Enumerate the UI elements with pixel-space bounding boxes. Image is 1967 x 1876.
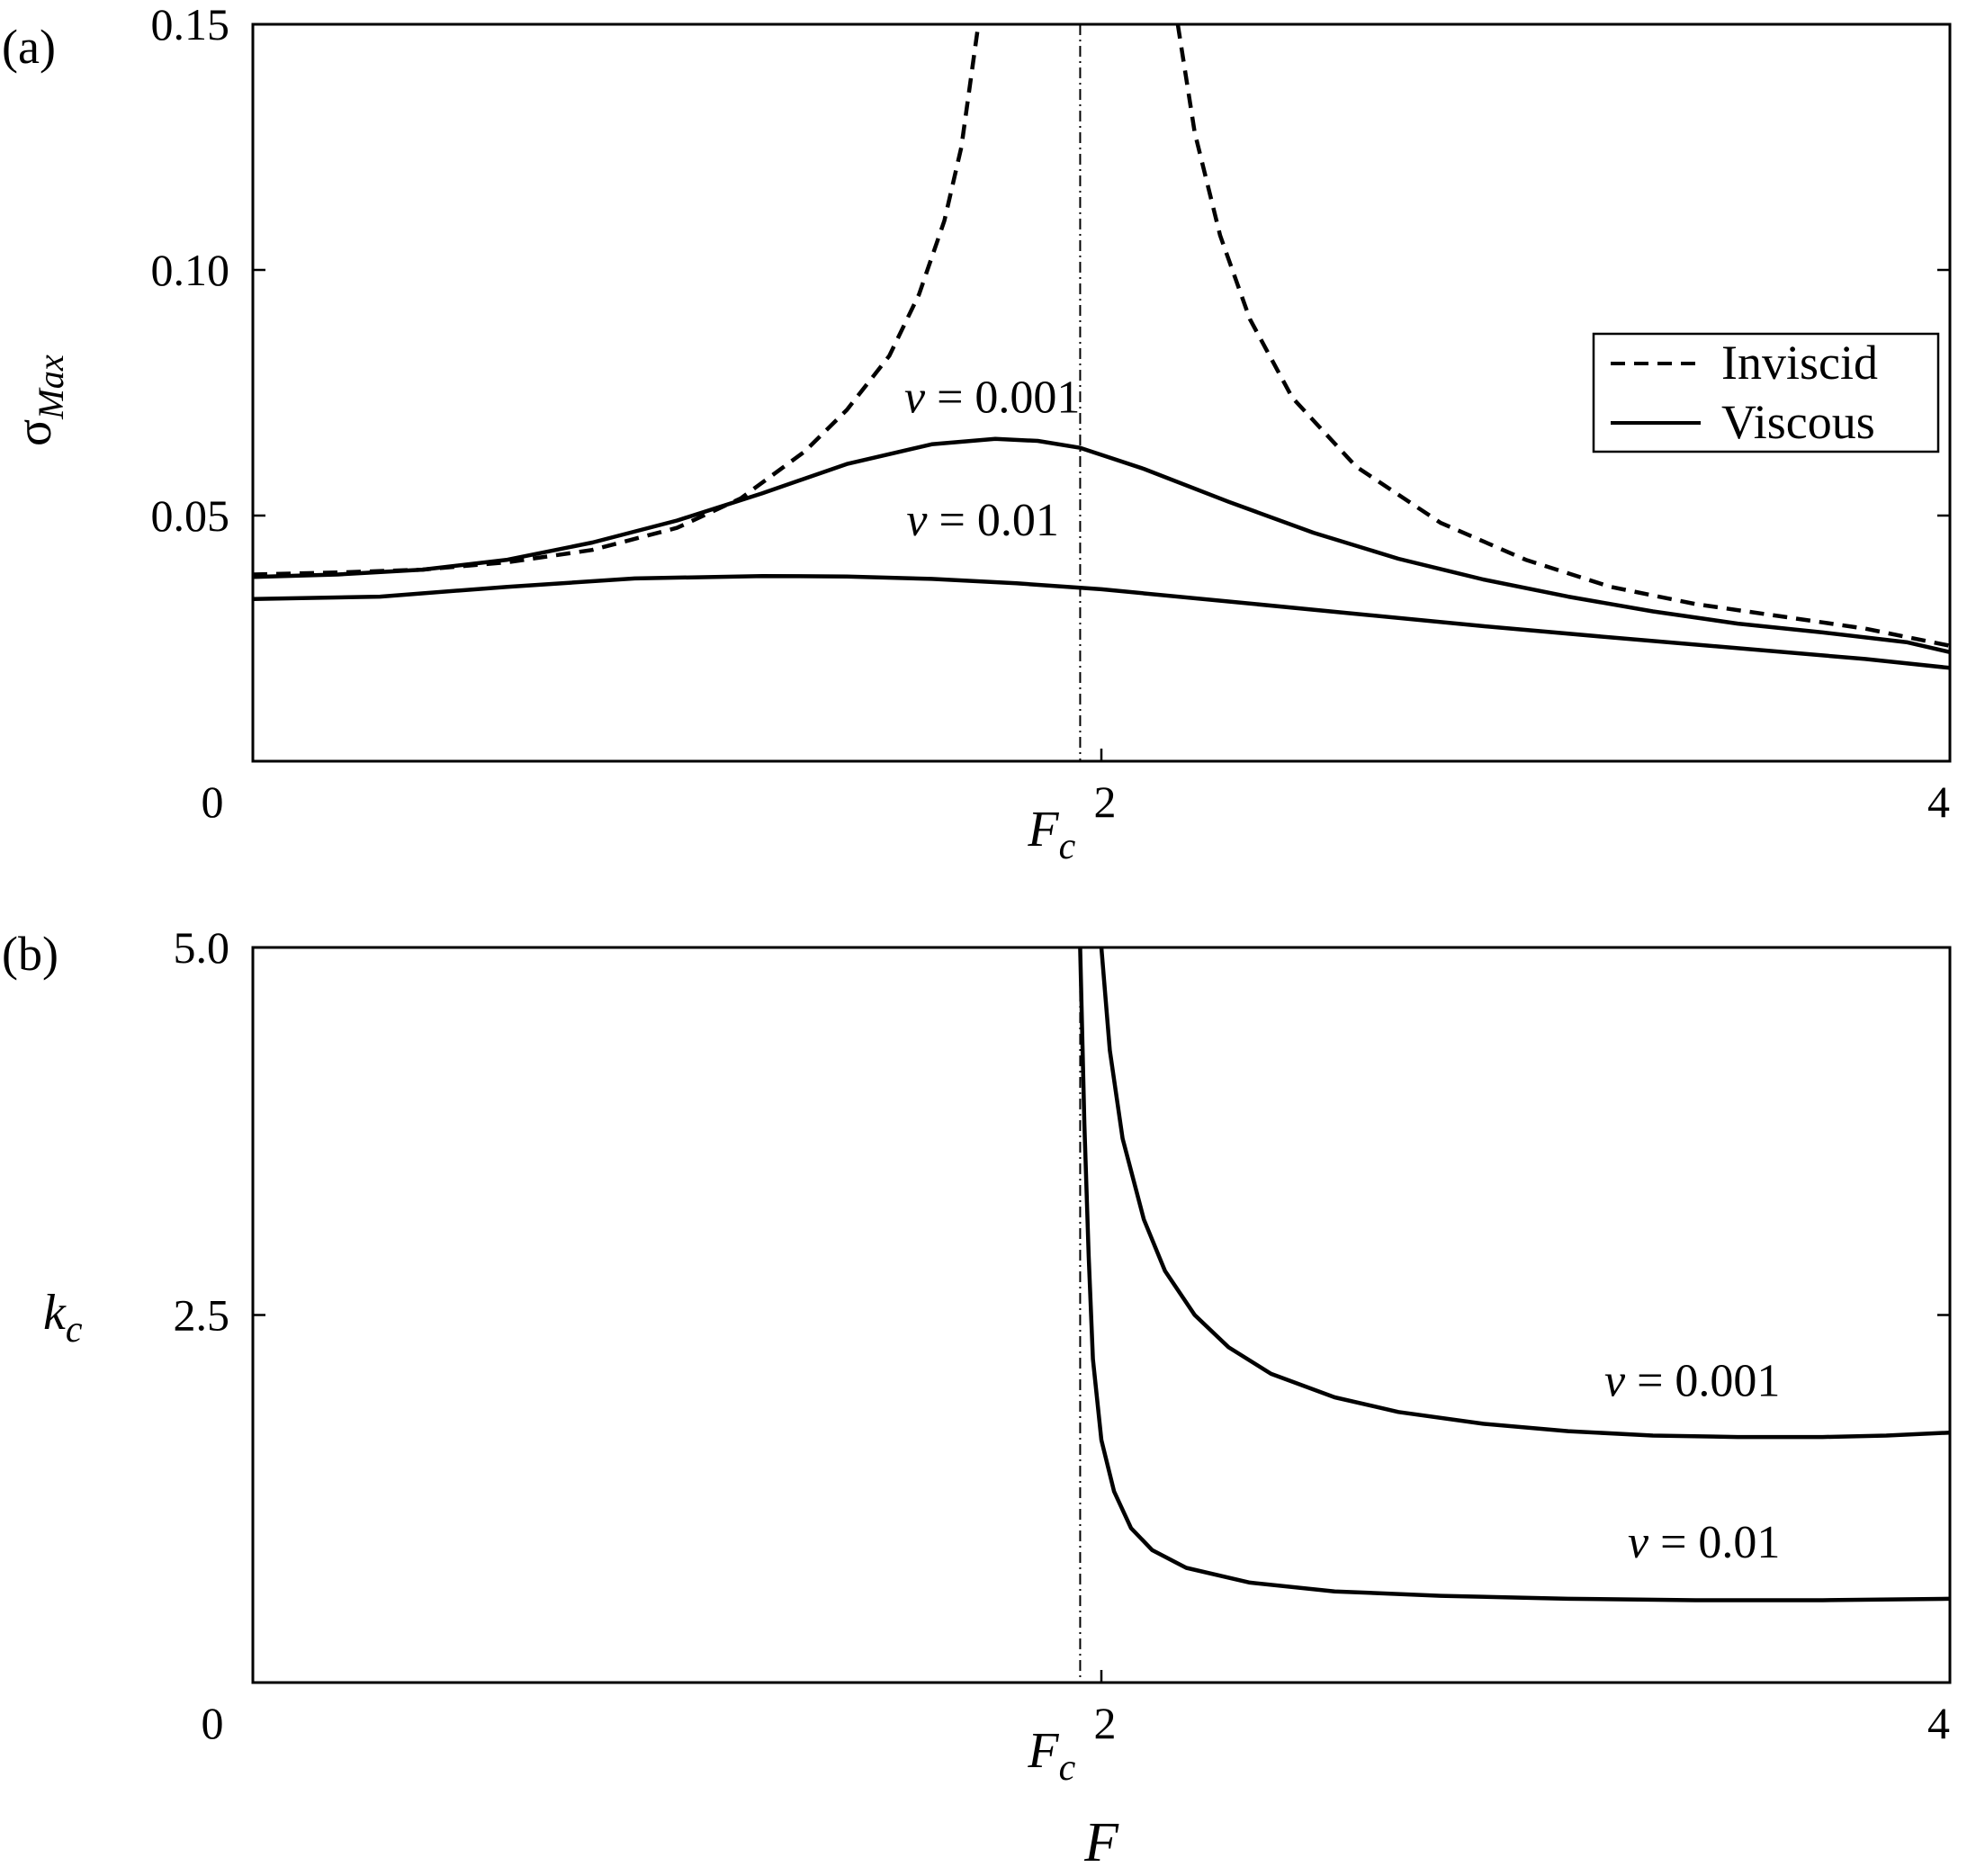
panel-a-fc-label: Fc (1027, 802, 1075, 867)
panel-a-curves (253, 24, 1950, 761)
panel-a-xtick-label: 4 (1927, 776, 1950, 827)
panel-a-ticks: 0.05 0.10 0.15 0 2 4 Fc (151, 0, 1952, 867)
panel-b-fc-label: Fc (1027, 1723, 1075, 1789)
panel-b-ticks: 2.5 5.0 0 2 4 Fc (174, 922, 1952, 1789)
panel-a-ytick-label: 0.05 (151, 490, 230, 541)
panel-b-ytick-label: 5.0 (174, 922, 230, 973)
x-axis-label-F: F (1083, 1812, 1119, 1873)
panel-a-series-0-segment-1 (1175, 24, 1950, 648)
panel-a-label: (a) (2, 20, 56, 74)
panel-b-series-0-segment-0 (1099, 947, 1950, 1440)
panel-b-label: (b) (2, 927, 58, 981)
panel-a-series-0-segment-0 (253, 24, 981, 577)
legend-inviscid-label: Inviscid (1721, 336, 1878, 390)
panel-b-annotations: ν = 0.001 ν = 0.01 (1604, 1355, 1780, 1568)
panel-b-curve-label-1: ν = 0.01 (1628, 1517, 1780, 1568)
panel-a-xtick-label: 2 (1094, 776, 1117, 827)
legend-viscous-label: Viscous (1721, 395, 1875, 449)
legend-box (1592, 332, 1940, 453)
panel-a-y-axis-label: σMax (6, 355, 71, 446)
panel-a-series-2-segment-0 (253, 573, 1950, 670)
panel-b-x-axis-label: F (1083, 1812, 1119, 1873)
panel-a-ytick-label: 0.10 (151, 245, 230, 295)
panel-b-series-1-segment-0 (1078, 947, 1950, 1602)
kc-label: kc (43, 1285, 83, 1351)
panel-a-xtick-label: 0 (202, 776, 224, 827)
panel-b-ytick-label: 2.5 (174, 1290, 230, 1341)
panel-b-xtick-label: 2 (1094, 1698, 1117, 1748)
panel-b-curve-label-0: ν = 0.001 (1604, 1355, 1780, 1406)
legend: Inviscid Viscous (1592, 332, 1940, 453)
panel-b: (b) 2.5 5.0 0 2 4 Fc kc F ν = 0.001 ν = 0.01 (2, 922, 1952, 1873)
panel-a-annotations: ν = 0.001 ν = 0.01 (904, 372, 1080, 546)
panel-b-xtick-label: 4 (1927, 1698, 1950, 1748)
panel-a-curve-label-1: ν = 0.01 (906, 495, 1058, 546)
panel-b-y-axis-label: kc (43, 1285, 83, 1351)
panel-b-frame (251, 946, 1952, 1684)
panel-a-series-1-segment-0 (253, 436, 1950, 654)
sigma-symbol: σMax (6, 355, 71, 446)
panel-b-xtick-label: 0 (202, 1698, 224, 1748)
panel-b-curves (1078, 947, 1950, 1683)
panel-a-ytick-label: 0.15 (151, 0, 230, 49)
panel-a-curve-label-0: ν = 0.001 (904, 372, 1080, 423)
